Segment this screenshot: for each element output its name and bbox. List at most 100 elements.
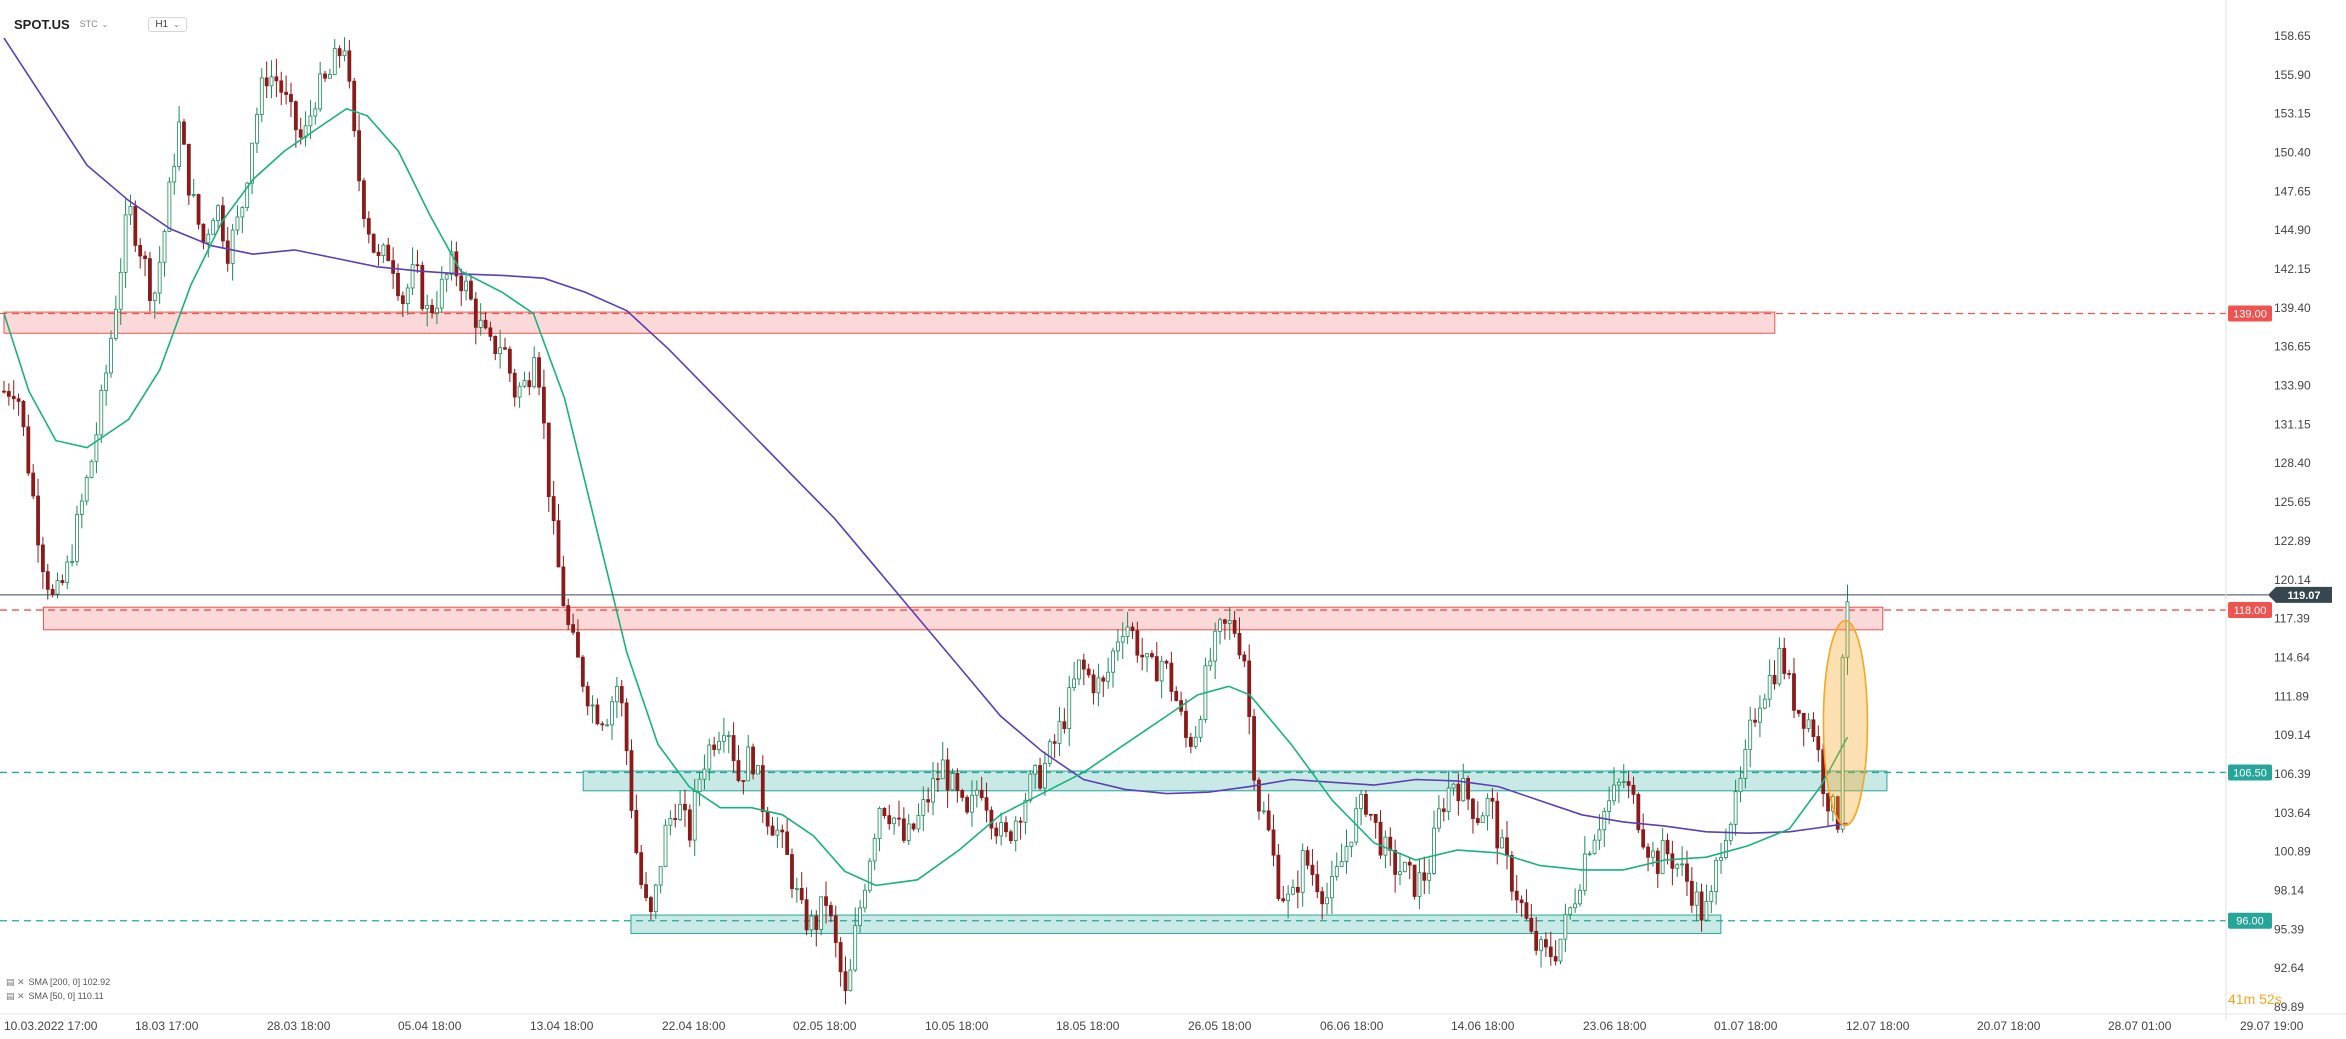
candle-body <box>721 735 726 742</box>
candle <box>756 765 760 775</box>
candle <box>1728 822 1733 846</box>
candle <box>1325 882 1329 915</box>
candle <box>867 857 872 894</box>
candle <box>11 380 16 410</box>
candle <box>327 68 332 79</box>
candle <box>1743 739 1748 789</box>
candle <box>1685 850 1689 896</box>
candle <box>804 887 809 936</box>
support-zone[interactable] <box>630 914 1722 934</box>
candle <box>1626 771 1631 799</box>
candle-body <box>624 702 629 752</box>
y-tick-label: 109.14 <box>2274 728 2311 742</box>
candle-body <box>1227 620 1232 624</box>
candle-body <box>1295 887 1300 893</box>
candle-body <box>1723 839 1728 858</box>
y-tick-label: 122.89 <box>2274 534 2311 548</box>
candle-body <box>430 305 434 314</box>
x-tick-label: 28.07 01:00 <box>2108 1019 2172 1033</box>
candle <box>94 422 99 474</box>
candle <box>1261 801 1266 815</box>
candle-body <box>936 778 940 781</box>
symbol-label[interactable]: SPOT.US <box>14 16 70 32</box>
candle <box>595 698 600 726</box>
candle-body <box>1835 796 1840 830</box>
candle <box>1184 698 1188 748</box>
candle-body <box>1028 773 1033 801</box>
candle <box>337 45 342 68</box>
candle-body <box>94 434 99 462</box>
candle-body <box>741 780 746 782</box>
indicator-settings-icon[interactable]: ▤ ✕ <box>6 991 25 1001</box>
candle-body <box>274 76 279 82</box>
candle <box>906 814 911 846</box>
x-tick-label: 18.05 18:00 <box>1056 1019 1120 1033</box>
resistance-zone[interactable] <box>3 311 1776 334</box>
resistance-zone[interactable] <box>42 606 1884 631</box>
y-tick-label: 150.40 <box>2274 146 2311 160</box>
sma50-line <box>3 107 1849 887</box>
candle-body <box>143 255 147 260</box>
candle-body <box>1534 930 1539 951</box>
candle <box>1461 763 1466 802</box>
support-zone[interactable] <box>582 770 1888 792</box>
x-tick-label: 10.03.2022 17:00 <box>4 1019 98 1033</box>
candle <box>435 291 439 325</box>
candle <box>517 382 522 408</box>
candle <box>668 810 673 836</box>
candle <box>717 731 721 754</box>
candle-body <box>1558 938 1563 962</box>
resistance-139-label: 139.00 <box>2233 308 2267 320</box>
candle-body <box>1213 630 1218 662</box>
candle-body <box>464 280 468 292</box>
candle-body <box>668 818 673 826</box>
candle-body <box>1329 875 1334 899</box>
candle-body <box>1062 721 1067 729</box>
candle <box>1227 607 1232 641</box>
candle-body <box>1393 849 1398 875</box>
candle <box>542 369 546 440</box>
candle-body <box>152 292 157 301</box>
candle-body <box>1699 891 1704 921</box>
candle <box>746 734 751 782</box>
candle-body <box>1719 857 1723 861</box>
candle-body <box>308 115 313 127</box>
candle <box>1670 840 1675 886</box>
candle <box>1057 707 1062 757</box>
candle <box>89 459 94 479</box>
candle <box>104 364 109 406</box>
candle <box>721 717 726 753</box>
candle <box>828 901 833 923</box>
candle <box>1145 653 1149 673</box>
candle-body <box>877 807 882 839</box>
candle <box>537 352 541 396</box>
candle-body <box>853 925 858 971</box>
candle-body <box>590 704 595 707</box>
timeframe-selector[interactable]: H1 ⌄ <box>148 16 187 32</box>
indicator-settings-icon[interactable]: ▤ ✕ <box>6 977 25 987</box>
candle-body <box>1782 647 1787 674</box>
candle-body <box>1646 846 1650 858</box>
chevron-down-icon: ⌄ <box>173 19 180 29</box>
candle <box>1811 712 1816 743</box>
candle-body <box>21 400 26 428</box>
candle <box>172 153 177 195</box>
candle <box>148 252 152 312</box>
highlight-ellipse[interactable] <box>1822 619 1869 827</box>
candle <box>634 794 639 855</box>
candle <box>279 71 284 106</box>
instrument-type-dropdown[interactable]: STC ⌄ <box>80 19 109 29</box>
candle-body <box>1495 800 1500 849</box>
candle-body <box>692 791 697 841</box>
candle-body <box>1052 741 1057 744</box>
candles-layer <box>2 37 1850 1005</box>
sma-layer <box>3 37 1849 887</box>
candle <box>775 817 780 848</box>
candle-body <box>1193 736 1198 747</box>
candle <box>858 899 862 933</box>
candle <box>576 619 580 658</box>
candle-body <box>561 566 566 606</box>
candle <box>1801 712 1806 747</box>
candle-body <box>1636 793 1641 831</box>
